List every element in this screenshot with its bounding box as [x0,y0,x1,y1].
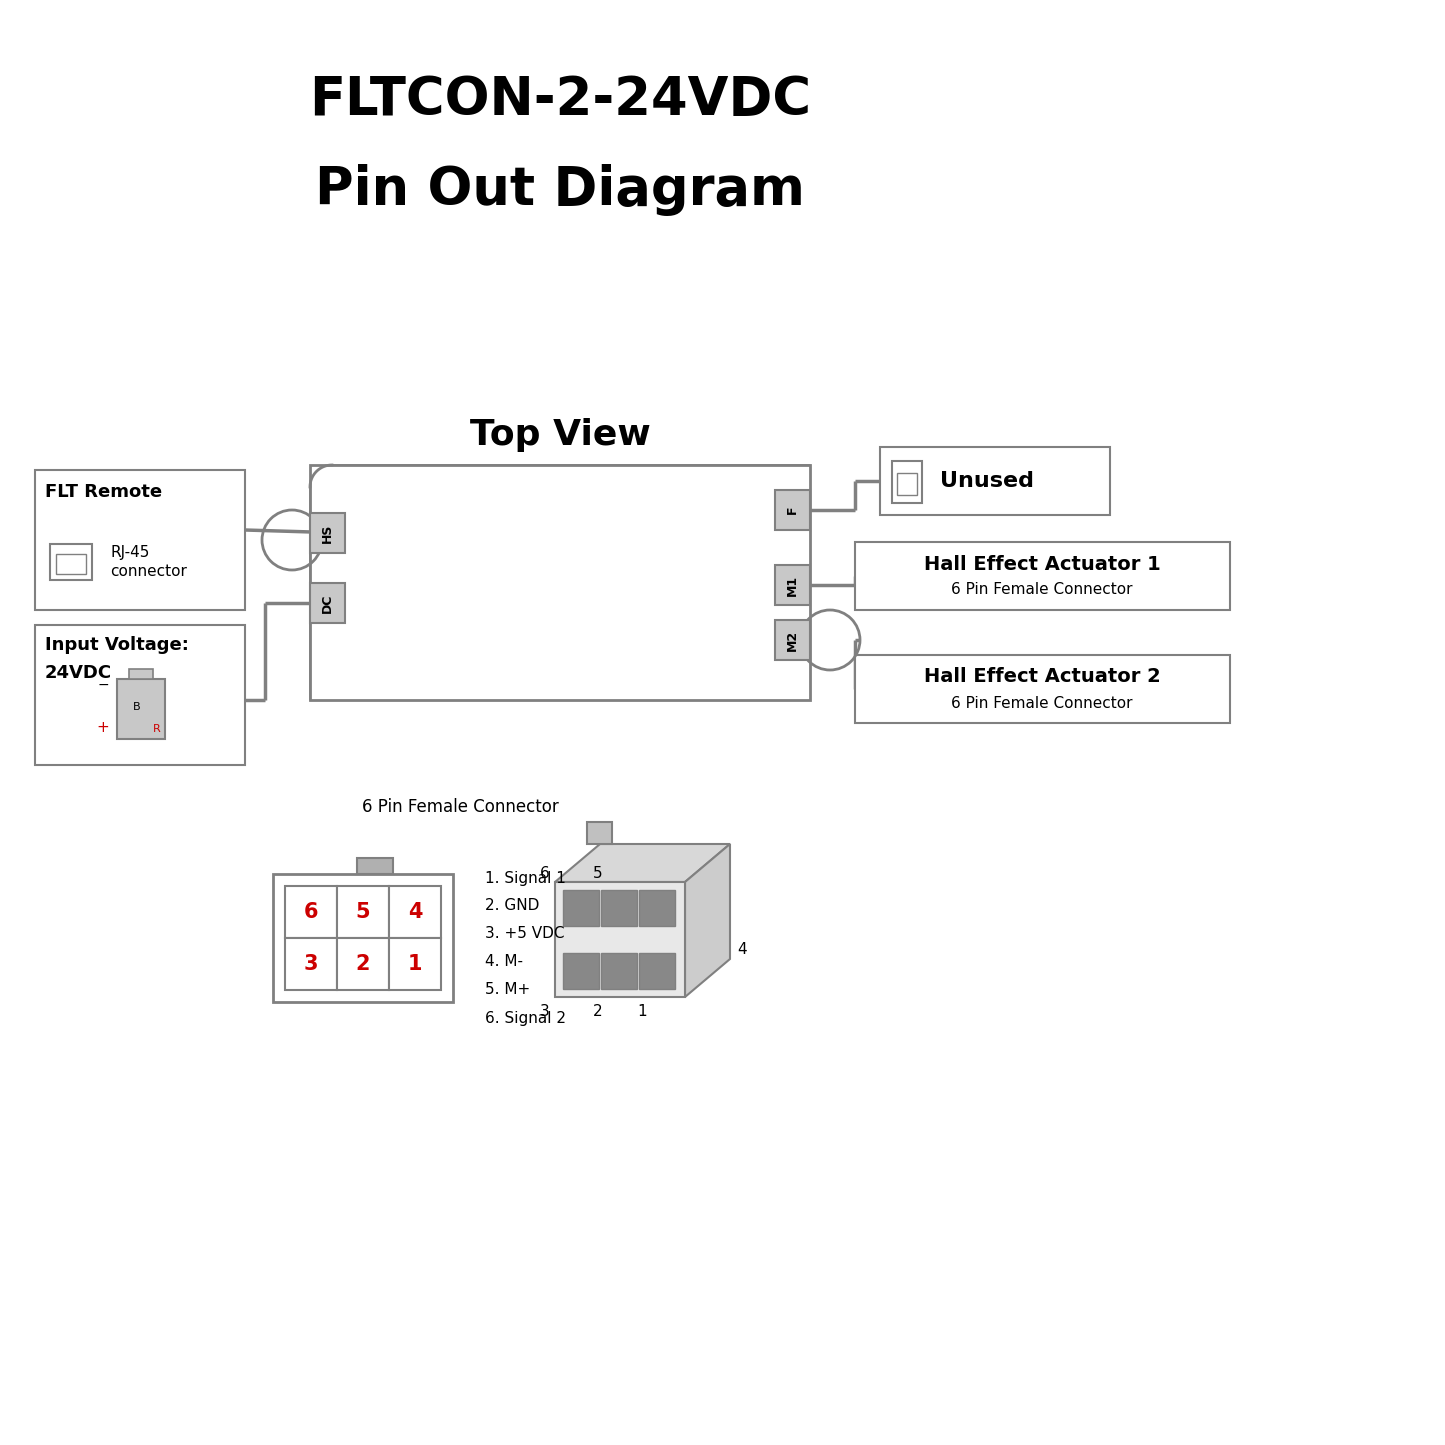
Text: 4: 4 [737,942,747,957]
Text: 24VDC: 24VDC [45,665,113,682]
Text: +: + [97,720,110,734]
Text: 4. M-: 4. M- [486,955,523,970]
Bar [311,465,811,699]
Text: R: R [153,724,160,734]
Text: 2: 2 [592,1004,603,1020]
Text: Top View: Top View [470,418,650,452]
Text: 5: 5 [592,867,603,881]
Bar [639,954,675,988]
Text: Hall Effect Actuator 1: Hall Effect Actuator 1 [923,555,1160,574]
Bar [35,626,246,764]
Text: Input Voltage:: Input Voltage: [45,636,189,655]
Text: 1: 1 [637,1004,647,1020]
Text: FLTCON-2-24VDC: FLTCON-2-24VDC [309,74,811,126]
Text: 6: 6 [303,902,318,922]
Text: 1. Signal 1: 1. Signal 1 [486,870,566,886]
Bar [855,655,1230,722]
Text: 3: 3 [303,954,318,974]
Text: 6. Signal 2: 6. Signal 2 [486,1010,566,1026]
Text: M2: M2 [786,630,799,650]
Bar [311,582,345,623]
Bar [880,447,1110,514]
Text: Pin Out Diagram: Pin Out Diagram [315,163,805,215]
Bar [892,461,922,503]
Bar [639,890,675,926]
Polygon shape [685,844,730,997]
Text: 5. M+: 5. M+ [486,983,530,997]
Text: 3. +5 VDC: 3. +5 VDC [486,926,565,942]
Bar [35,470,246,610]
Text: B: B [133,702,140,712]
Text: DC: DC [321,594,334,613]
Text: Hall Effect Actuator 2: Hall Effect Actuator 2 [923,668,1160,686]
Bar [389,886,441,938]
Text: 2. GND: 2. GND [486,899,539,913]
Text: 4: 4 [407,902,422,922]
Bar [273,874,452,1001]
Text: 3: 3 [540,1004,551,1020]
Bar [775,565,811,605]
Bar [897,473,918,496]
Text: F: F [786,506,799,514]
Text: −: − [97,678,108,692]
Text: 5: 5 [355,902,370,922]
Bar [564,890,600,926]
Bar [337,886,389,938]
Polygon shape [587,822,611,844]
Polygon shape [555,844,730,881]
Bar [285,886,337,938]
Bar [855,542,1230,610]
Text: HS: HS [321,523,334,543]
Bar [285,938,337,990]
Bar [117,679,165,738]
Bar [311,513,345,553]
Text: 6 Pin Female Connector: 6 Pin Female Connector [361,798,558,816]
Text: 6: 6 [540,867,551,881]
Text: 2: 2 [355,954,370,974]
Bar [775,620,811,660]
Text: connector: connector [110,565,186,579]
Bar [337,938,389,990]
Bar [357,858,393,874]
Bar [389,938,441,990]
Text: Unused: Unused [941,471,1035,491]
Text: M1: M1 [786,575,799,595]
Bar [56,553,87,574]
Bar [564,954,600,988]
Text: RJ-45: RJ-45 [110,545,149,559]
Bar [601,954,637,988]
Bar [51,543,92,579]
Bar [129,669,153,679]
Text: 6 Pin Female Connector: 6 Pin Female Connector [951,582,1133,597]
Bar [775,490,811,530]
Text: 1: 1 [407,954,422,974]
Bar [555,881,685,997]
Bar [601,890,637,926]
Text: 6 Pin Female Connector: 6 Pin Female Connector [951,695,1133,711]
Text: FLT Remote: FLT Remote [45,483,162,501]
